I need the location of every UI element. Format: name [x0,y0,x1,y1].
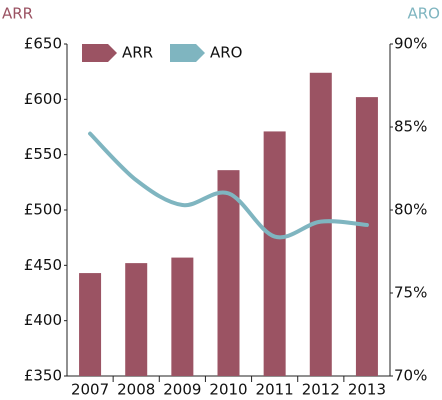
y-tick-label: £400 [24,311,62,329]
bar [171,257,194,376]
y2-axis-title: ARO [408,5,441,23]
legend-label: ARO [210,44,243,62]
y-tick-label: £350 [24,367,62,385]
bar [355,97,378,377]
legend-swatch [170,44,205,62]
bar [217,170,240,376]
y-tick-label: £600 [24,90,62,108]
y2-tick-label: 80% [394,201,427,219]
bar [263,131,286,376]
x-tick-label: 2013 [348,381,386,399]
y-tick-label: £500 [24,201,62,219]
bar [309,72,332,377]
line [88,131,369,240]
y2-tick-label: 85% [394,118,427,136]
y-tick-label: £450 [24,256,62,274]
x-tick-label: 2008 [117,381,155,399]
y2-tick-label: 75% [394,284,427,302]
x-tick-label: 2012 [302,381,340,399]
y-tick-label: £550 [24,145,62,163]
legend-label: ARR [122,44,153,62]
legend-swatch [82,44,117,62]
y-axis-title: ARR [2,5,33,23]
y2-tick-label: 90% [394,35,427,53]
x-tick-label: 2009 [163,381,201,399]
bar [125,263,148,376]
x-tick-label: 2010 [209,381,247,399]
y-tick-label: £650 [24,35,62,53]
x-tick-label: 2007 [71,381,109,399]
y2-tick-label: 70% [394,367,427,385]
x-tick-label: 2011 [256,381,294,399]
bar [79,273,102,376]
